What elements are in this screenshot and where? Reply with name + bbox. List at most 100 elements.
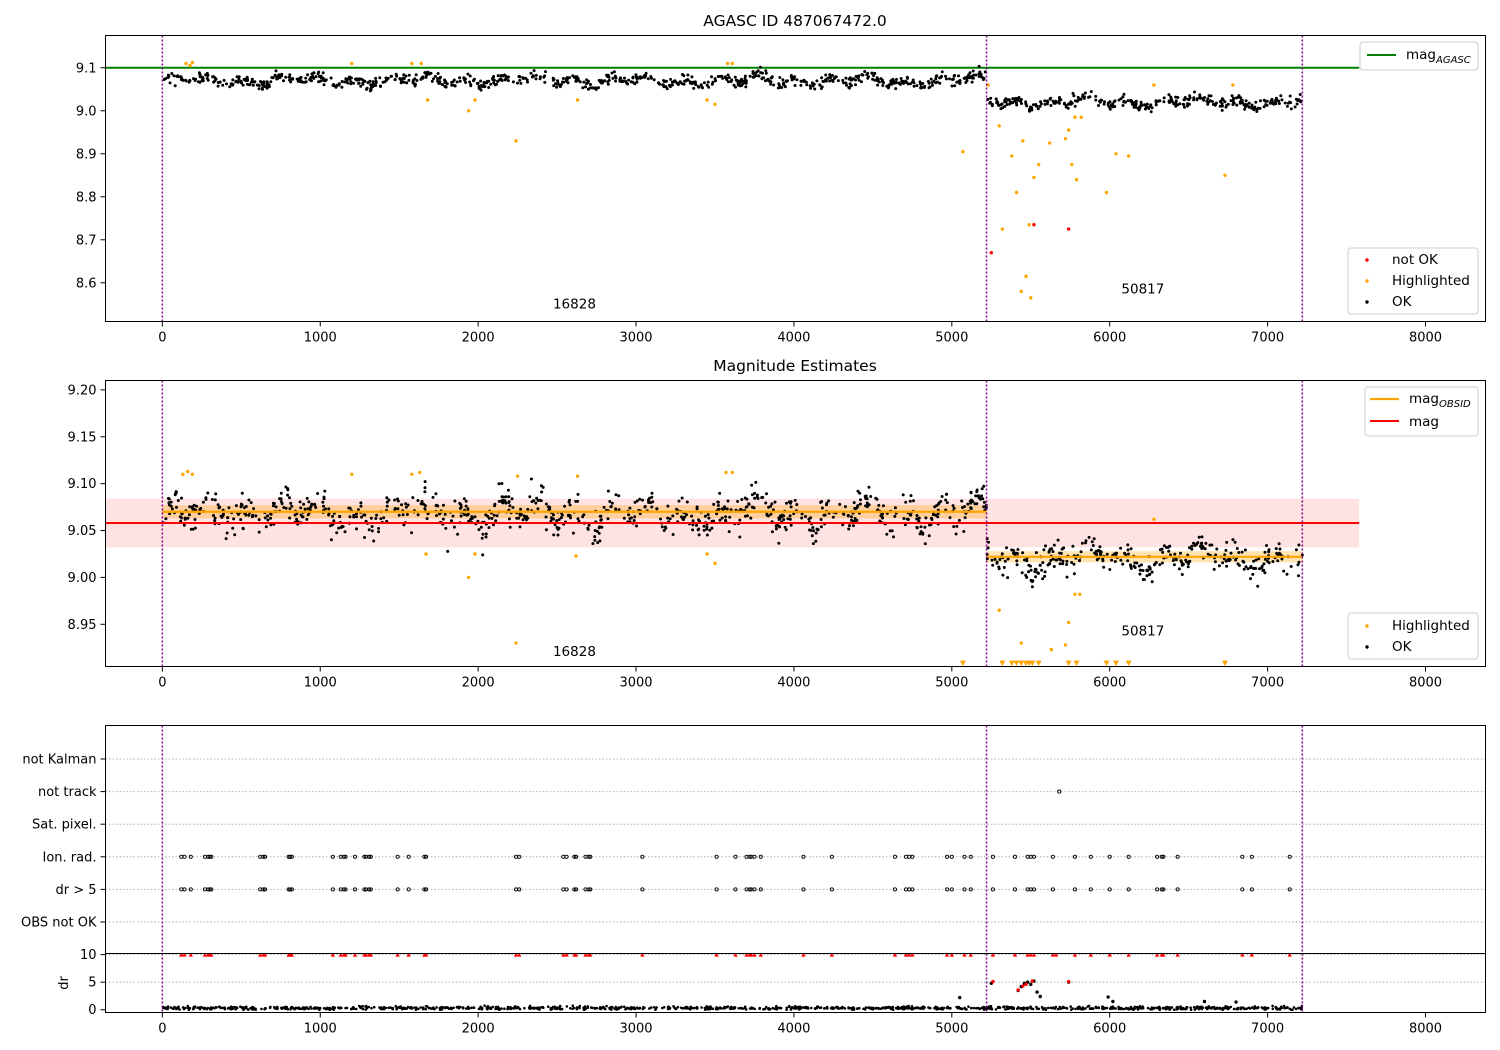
ok-point bbox=[192, 503, 196, 507]
ok-point bbox=[340, 80, 344, 83]
ok-point bbox=[532, 69, 536, 73]
ok-point bbox=[227, 506, 231, 510]
flag-point bbox=[573, 887, 579, 892]
dr-point bbox=[716, 1007, 720, 1011]
ok-point bbox=[1263, 571, 1267, 575]
ok-point bbox=[359, 504, 363, 508]
dr-clipped-marker bbox=[406, 952, 411, 957]
ok-point bbox=[508, 504, 512, 508]
ok-point bbox=[1016, 98, 1020, 102]
ok-point bbox=[201, 500, 205, 504]
dr-point bbox=[774, 1007, 778, 1010]
ok-point bbox=[781, 78, 785, 82]
p1-legend-bottom-box bbox=[1347, 247, 1479, 315]
ok-point bbox=[552, 533, 556, 537]
ok-point bbox=[770, 76, 774, 79]
highlighted-point bbox=[1070, 162, 1074, 167]
ok-point bbox=[473, 515, 477, 519]
dr-point bbox=[447, 1007, 451, 1010]
ok-point bbox=[908, 499, 912, 503]
dr-point bbox=[273, 1007, 277, 1010]
ok-point bbox=[206, 73, 210, 77]
x-tick-label: 6000 bbox=[1093, 1022, 1126, 1037]
flag-point bbox=[1031, 887, 1036, 892]
ok-point bbox=[1177, 567, 1181, 571]
ok-point bbox=[915, 514, 919, 517]
ok-point bbox=[786, 517, 790, 521]
ok-point bbox=[441, 503, 445, 507]
ok-point bbox=[465, 513, 469, 517]
dr-clipped-marker bbox=[363, 952, 369, 957]
ok-point bbox=[668, 85, 672, 89]
dr-point bbox=[1129, 1005, 1133, 1009]
ok-point bbox=[844, 81, 848, 85]
ok-point bbox=[967, 73, 971, 77]
ok-point bbox=[1129, 99, 1133, 103]
ok-point bbox=[334, 85, 338, 89]
ok-point bbox=[726, 80, 730, 84]
highlighted-point bbox=[997, 608, 1001, 612]
ok-point bbox=[1229, 551, 1233, 555]
ok-point bbox=[1119, 558, 1123, 562]
ok-point bbox=[1069, 102, 1073, 106]
ok-point bbox=[337, 526, 341, 530]
ok-point bbox=[971, 500, 975, 503]
ok-point bbox=[1223, 100, 1227, 104]
ok-point bbox=[166, 496, 170, 500]
ok-point bbox=[289, 501, 293, 505]
ok-point bbox=[204, 497, 208, 501]
off-scale-marker bbox=[1221, 660, 1228, 667]
ok-point bbox=[1001, 573, 1005, 577]
ok-point bbox=[820, 76, 824, 80]
dr-point bbox=[424, 1007, 428, 1011]
flag-category-label: not track bbox=[38, 785, 97, 800]
ok-point bbox=[1174, 95, 1178, 99]
ok-point bbox=[610, 71, 614, 75]
ok-point bbox=[1087, 95, 1090, 99]
dr-point bbox=[1251, 1006, 1255, 1010]
ok-point bbox=[1113, 105, 1117, 108]
ok-point bbox=[948, 516, 952, 520]
dr-point bbox=[1031, 1007, 1035, 1011]
dr-point bbox=[641, 1007, 645, 1011]
ok-point bbox=[307, 500, 311, 504]
ok-point bbox=[370, 529, 374, 533]
highlighted-point bbox=[1073, 115, 1077, 119]
dr-point bbox=[970, 1006, 973, 1010]
ok-point bbox=[1149, 103, 1153, 107]
ok-point bbox=[329, 76, 333, 80]
dr-point bbox=[1196, 1006, 1200, 1009]
ok-point bbox=[634, 73, 638, 77]
ok-point bbox=[1237, 564, 1241, 567]
ok-point bbox=[568, 76, 571, 80]
ok-point bbox=[337, 83, 341, 87]
ok-point bbox=[597, 78, 601, 82]
ok-point bbox=[1102, 565, 1106, 569]
x-tick-label: 4000 bbox=[777, 676, 810, 691]
dr-point bbox=[328, 1008, 332, 1011]
obsid-annotation: 50817 bbox=[1121, 282, 1164, 298]
ok-point bbox=[1029, 578, 1033, 582]
ok-point bbox=[1222, 557, 1226, 561]
ok-point bbox=[1220, 104, 1224, 108]
x-tick-label: 8000 bbox=[1409, 331, 1442, 346]
ok-point bbox=[472, 79, 475, 83]
ok-point bbox=[1145, 568, 1149, 572]
highlighted-point bbox=[184, 61, 188, 66]
ok-point bbox=[225, 82, 228, 86]
ok-point bbox=[1160, 561, 1164, 565]
highlighted-point bbox=[713, 102, 717, 107]
ok-point bbox=[420, 500, 424, 504]
flag-category-label: OBS not OK bbox=[21, 916, 97, 931]
ok-point bbox=[569, 516, 572, 520]
p2-legend-obsid-label: magOBSID bbox=[1409, 391, 1471, 410]
ok-point bbox=[518, 512, 522, 516]
ok-point bbox=[1041, 561, 1045, 565]
dr-point bbox=[1172, 1008, 1176, 1011]
ok-point bbox=[1098, 100, 1102, 104]
dr-point bbox=[1016, 1007, 1019, 1010]
ok-point bbox=[804, 515, 807, 518]
highlighted-point bbox=[1027, 223, 1031, 227]
flag-point bbox=[801, 887, 806, 892]
ok-point bbox=[343, 80, 347, 84]
